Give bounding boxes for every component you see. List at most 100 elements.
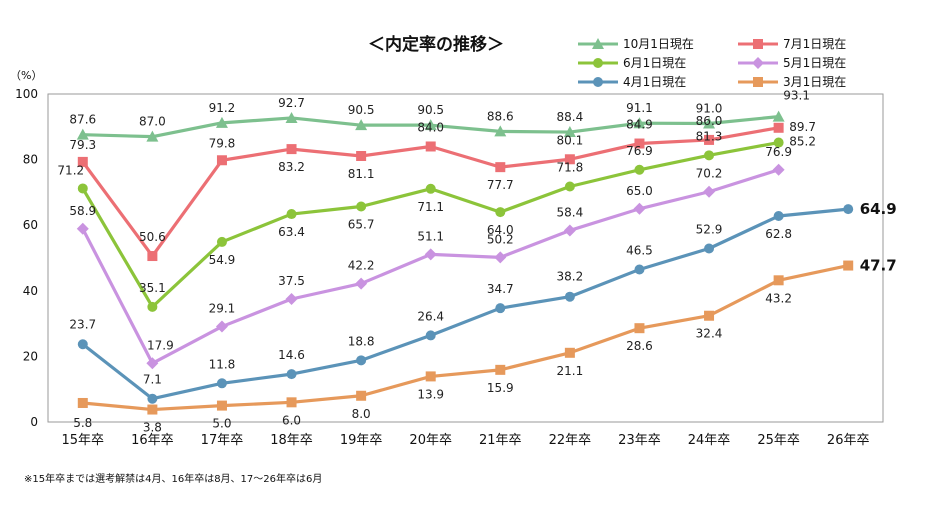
- legend-item: 10月1日現在: [578, 37, 694, 51]
- data-label: 81.1: [348, 167, 375, 181]
- legend-label: 6月1日現在: [623, 56, 686, 70]
- data-label: 91.2: [209, 101, 236, 115]
- data-point: [147, 404, 158, 415]
- x-tick-label: 18年卒: [270, 433, 313, 448]
- data-label: 42.2: [348, 259, 375, 273]
- series-5-1-3: [76, 163, 785, 370]
- data-point: [773, 137, 784, 148]
- data-label: 87.6: [69, 113, 96, 127]
- data-label: 90.5: [348, 103, 375, 117]
- data-point: [494, 125, 507, 137]
- series-7-1-1: [77, 122, 784, 262]
- data-label: 65.0: [626, 184, 653, 198]
- data-label: 58.9: [69, 204, 96, 218]
- data-point: [425, 141, 436, 152]
- x-axis: 15年卒 16年卒 17年卒 18年卒 19年卒 20年卒 21年卒 22年卒 23年卒 24年卒…: [62, 433, 870, 448]
- data-point: [285, 293, 298, 305]
- data-point: [147, 251, 158, 262]
- data-point: [355, 119, 368, 131]
- legend-item: 4月1日現在: [578, 75, 686, 89]
- y-axis: 0 20 40 60 80 100: [15, 87, 38, 429]
- data-point: [356, 355, 367, 366]
- data-point: [425, 330, 436, 341]
- data-label: 17.9: [147, 338, 174, 352]
- data-label: 91.1: [626, 101, 653, 115]
- data-point: [634, 138, 645, 149]
- data-label: 15.9: [487, 381, 514, 395]
- data-point: [77, 183, 88, 194]
- data-point: [633, 117, 646, 129]
- legend-item: 7月1日現在: [738, 37, 846, 51]
- legend-item: 5月1日現在: [738, 56, 846, 70]
- data-point: [564, 291, 575, 302]
- footnote: ※15年卒までは選考解禁は4月、16年卒は8月、17～26年卒は6月: [24, 472, 322, 485]
- data-point: [634, 164, 645, 175]
- data-label: 90.5: [417, 103, 444, 117]
- data-label: 63.4: [278, 225, 305, 239]
- data-label: 43.2: [765, 291, 792, 305]
- data-label: 92.7: [278, 96, 305, 110]
- data-label: 76.9: [765, 145, 792, 159]
- data-point: [772, 110, 785, 122]
- data-label: 88.6: [487, 109, 514, 123]
- data-label: 32.4: [696, 327, 723, 341]
- data-point: [77, 156, 88, 167]
- data-label: 29.1: [209, 302, 236, 316]
- y-axis-unit: （%）: [10, 69, 42, 82]
- legend-item: 6月1日現在: [578, 56, 686, 70]
- data-point: [215, 320, 228, 333]
- data-label: 88.4: [557, 110, 584, 124]
- data-label: 14.6: [278, 348, 305, 362]
- data-label: 62.8: [765, 227, 792, 241]
- data-label: 46.5: [626, 243, 653, 257]
- data-point: [494, 251, 507, 264]
- legend-label: 4月1日現在: [623, 75, 686, 89]
- data-label: 13.9: [417, 387, 444, 401]
- data-label: 35.1: [139, 281, 166, 295]
- data-point: [633, 202, 646, 215]
- data-label: 83.2: [278, 160, 305, 174]
- series-4-1-4: [77, 204, 854, 404]
- x-tick-label: 19年卒: [340, 433, 383, 448]
- y-tick-label: 80: [23, 153, 38, 167]
- data-label: 51.1: [417, 229, 444, 243]
- data-point: [634, 264, 645, 275]
- data-point: [495, 303, 506, 314]
- data-point: [704, 310, 715, 321]
- data-label: 86.0: [696, 114, 723, 128]
- data-label: 71.8: [557, 160, 584, 174]
- data-point: [773, 122, 784, 133]
- chart-title: ＜内定率の推移＞: [368, 34, 504, 55]
- plot-area-frame: [47, 93, 884, 423]
- data-label: 34.7: [487, 282, 514, 296]
- legend: 10月1日現在 7月1日現在 6月1日現在 5月1日現在 4月1日現在 3月1日現在: [578, 37, 846, 89]
- data-label: 91.0: [696, 102, 723, 116]
- data-point: [495, 162, 506, 173]
- x-tick-label: 21年卒: [479, 433, 522, 448]
- legend-label: 7月1日現在: [783, 37, 846, 51]
- series-group: [76, 110, 854, 415]
- data-label: 52.9: [696, 222, 723, 236]
- data-point: [77, 339, 88, 350]
- data-point: [773, 275, 784, 286]
- data-label: 47.7: [860, 257, 897, 275]
- legend-swatch-marker: [592, 38, 604, 49]
- series-line: [82, 263, 849, 412]
- data-label: 37.5: [278, 274, 305, 288]
- data-label: 8.0: [352, 407, 371, 421]
- legend-label: 10月1日現在: [623, 37, 694, 51]
- series-line: [81, 140, 779, 309]
- legend-swatch-marker: [593, 77, 603, 87]
- data-label: 38.2: [557, 270, 584, 284]
- x-tick-label: 20年卒: [409, 433, 452, 448]
- data-point: [216, 155, 227, 166]
- y-tick-label: 0: [30, 415, 38, 429]
- data-label: 89.7: [789, 120, 816, 134]
- data-label: 58.4: [557, 205, 584, 219]
- legend-swatch-marker: [593, 58, 603, 68]
- data-point: [495, 364, 506, 375]
- data-label: 26.4: [417, 309, 444, 323]
- data-point: [356, 150, 367, 161]
- legend-item: 3月1日現在: [738, 75, 846, 89]
